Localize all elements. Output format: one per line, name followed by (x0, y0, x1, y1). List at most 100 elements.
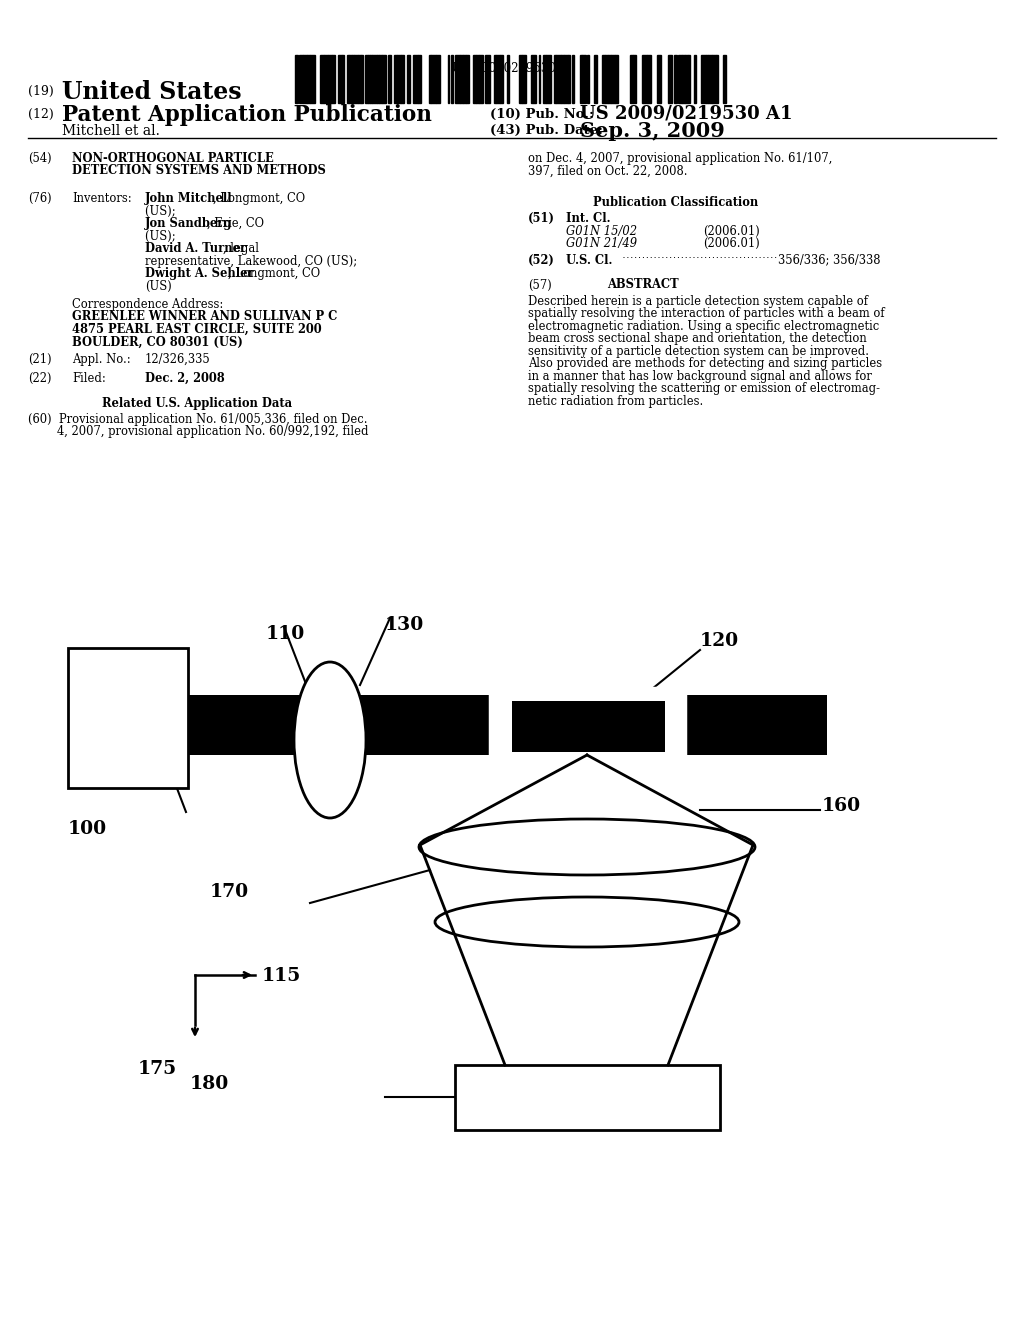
Text: (60)  Provisional application No. 61/005,336, filed on Dec.: (60) Provisional application No. 61/005,… (28, 413, 368, 426)
Bar (319, 55, 324, 103)
Bar (68, 648, 188, 788)
Bar (324, 55, 328, 103)
Bar (607, 55, 611, 103)
Bar (708, 55, 712, 103)
Bar (413, 55, 418, 103)
Text: , Erie, CO: , Erie, CO (208, 216, 264, 230)
Bar (611, 55, 614, 103)
Bar (408, 55, 410, 103)
Bar (587, 55, 589, 103)
Bar (473, 55, 476, 103)
Text: (57): (57) (528, 279, 552, 292)
Text: (10) Pub. No.:: (10) Pub. No.: (490, 108, 594, 121)
Bar (674, 55, 677, 103)
Bar (365, 55, 368, 103)
Text: Also provided are methods for detecting and sizing particles: Also provided are methods for detecting … (528, 358, 882, 370)
Bar (452, 55, 453, 103)
Bar (418, 55, 421, 103)
Bar (455, 1065, 720, 1130)
Text: John Mitchell: John Mitchell (145, 191, 232, 205)
Bar (310, 55, 315, 103)
Bar (554, 55, 556, 103)
Bar (602, 55, 605, 103)
Bar (581, 55, 582, 103)
Bar (303, 55, 306, 103)
Bar (642, 55, 647, 103)
Bar (531, 55, 536, 103)
Bar (605, 55, 607, 103)
Text: Described herein is a particle detection system capable of: Described herein is a particle detection… (528, 294, 868, 308)
Bar (682, 55, 685, 103)
Text: on Dec. 4, 2007, provisional application No. 61/107,: on Dec. 4, 2007, provisional application… (528, 152, 833, 165)
Text: Mitchell et al.: Mitchell et al. (62, 124, 160, 139)
Text: (51): (51) (528, 213, 555, 224)
Text: 175: 175 (138, 1060, 177, 1078)
Bar (370, 55, 372, 103)
Text: beam cross sectional shape and orientation, the detection: beam cross sectional shape and orientati… (528, 333, 866, 346)
Bar (358, 55, 361, 103)
Text: electromagnetic radiation. Using a specific electromagnetic: electromagnetic radiation. Using a speci… (528, 319, 880, 333)
Bar (496, 55, 500, 103)
Text: ABSTRACT: ABSTRACT (607, 279, 679, 292)
Text: , Longmont, CO: , Longmont, CO (228, 267, 321, 280)
Bar (495, 55, 496, 103)
Bar (614, 55, 618, 103)
Text: Int. Cl.: Int. Cl. (566, 213, 610, 224)
Text: 397, filed on Oct. 22, 2008.: 397, filed on Oct. 22, 2008. (528, 165, 687, 177)
Text: 4, 2007, provisional application No. 60/992,192, filed: 4, 2007, provisional application No. 60/… (28, 425, 369, 438)
Bar (706, 55, 708, 103)
Bar (349, 55, 352, 103)
Bar (519, 55, 522, 103)
Text: (76): (76) (28, 191, 51, 205)
Text: Related U.S. Application Data: Related U.S. Application Data (102, 397, 292, 409)
Bar (717, 55, 718, 103)
Text: (US);: (US); (145, 205, 179, 218)
Bar (295, 55, 298, 103)
Bar (723, 55, 726, 103)
Bar (435, 55, 440, 103)
Text: 160: 160 (822, 797, 861, 814)
Text: G01N 15/02: G01N 15/02 (566, 224, 637, 238)
Bar (693, 55, 695, 103)
Text: (52): (52) (528, 253, 555, 267)
Bar (393, 55, 397, 103)
Bar (568, 55, 569, 103)
Text: (19): (19) (28, 84, 53, 98)
Bar (397, 55, 400, 103)
Bar (354, 55, 358, 103)
Text: DETECTION SYSTEMS AND METHODS: DETECTION SYSTEMS AND METHODS (72, 165, 326, 177)
Text: United States: United States (62, 81, 242, 104)
Text: 100: 100 (68, 820, 108, 838)
Text: US 2009/0219530 A1: US 2009/0219530 A1 (580, 106, 793, 123)
Bar (490, 688, 685, 764)
Text: David A. Turner: David A. Turner (145, 242, 246, 255)
Bar (400, 55, 404, 103)
Bar (712, 55, 717, 103)
Text: (22): (22) (28, 372, 51, 384)
Text: spatially resolving the scattering or emission of electromag-: spatially resolving the scattering or em… (528, 383, 880, 395)
Bar (647, 55, 650, 103)
Bar (464, 55, 466, 103)
Bar (678, 55, 682, 103)
Text: (12): (12) (28, 108, 53, 121)
Bar (388, 55, 390, 103)
Text: Appl. No.:: Appl. No.: (72, 352, 131, 366)
Bar (187, 696, 827, 755)
Text: 130: 130 (385, 616, 424, 634)
Bar (656, 55, 660, 103)
Bar (633, 55, 636, 103)
Text: (54): (54) (28, 152, 51, 165)
Text: (2006.01): (2006.01) (703, 238, 760, 249)
Text: BOULDER, CO 80301 (US): BOULDER, CO 80301 (US) (72, 335, 243, 348)
Text: (US): (US) (145, 280, 172, 293)
Bar (332, 55, 335, 103)
Bar (490, 688, 685, 764)
Bar (543, 55, 547, 103)
Bar (688, 55, 690, 103)
Text: US 20090219530A1: US 20090219530A1 (453, 62, 571, 75)
Text: 110: 110 (266, 624, 305, 643)
Bar (382, 55, 386, 103)
Text: netic radiation from particles.: netic radiation from particles. (528, 395, 703, 408)
Text: Dec. 2, 2008: Dec. 2, 2008 (145, 372, 224, 384)
Bar (685, 55, 688, 103)
